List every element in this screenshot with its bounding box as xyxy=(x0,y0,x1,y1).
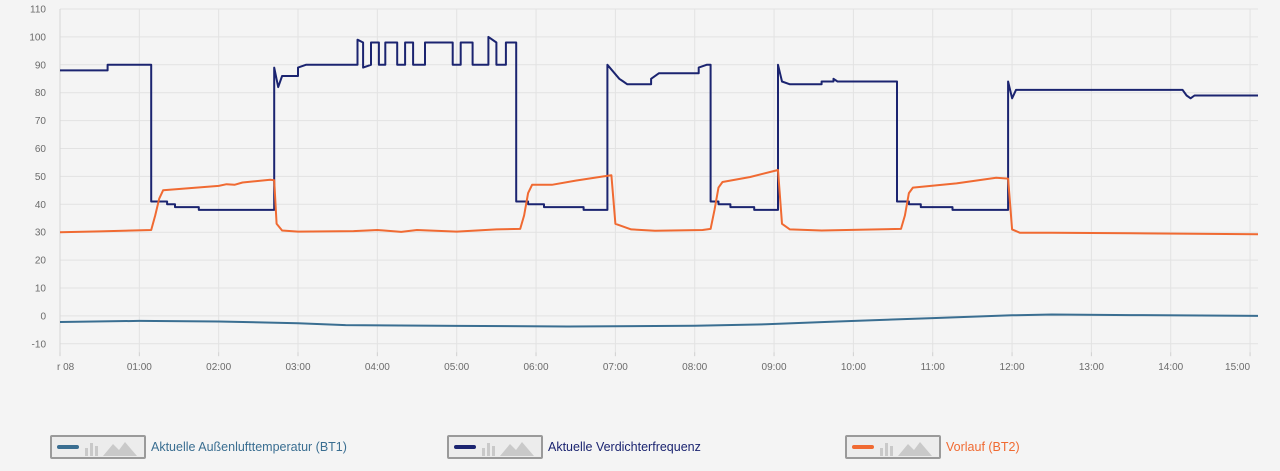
series-line xyxy=(59,169,1259,236)
x-tick-label: 03:00 xyxy=(285,362,310,373)
x-axis: r 08 01:00 02:00 03:00 04:00 05:00 06:00 07:00 0… xyxy=(57,352,1251,373)
chart-type-icon xyxy=(85,442,137,456)
chart-grid xyxy=(59,8,1258,353)
y-tick-label: 100 xyxy=(29,32,46,43)
series-lines xyxy=(59,35,1259,328)
x-tick-label: 04:00 xyxy=(365,362,390,373)
x-tick-label: 01:00 xyxy=(127,362,152,373)
series-line xyxy=(60,35,1258,211)
x-tick-label: 06:00 xyxy=(524,362,549,373)
y-tick-label: 50 xyxy=(35,172,47,183)
x-tick-label: 08:00 xyxy=(682,362,707,373)
y-tick-label: 60 xyxy=(35,144,47,155)
y-tick-label: 30 xyxy=(35,228,47,239)
chart-type-icon xyxy=(482,442,534,456)
y-tick-label: 20 xyxy=(35,256,47,267)
y-tick-label: 0 xyxy=(40,311,46,322)
y-tick-label: -10 xyxy=(32,339,47,350)
legend-toggle-box[interactable] xyxy=(447,435,543,459)
x-tick-label: 13:00 xyxy=(1079,362,1104,373)
x-tick-label: 11:00 xyxy=(921,362,946,373)
x-tick-label: 05:00 xyxy=(444,362,469,373)
y-tick-label: 10 xyxy=(35,284,47,295)
x-tick-label: 14:00 xyxy=(1158,362,1183,373)
legend-item-flow-temp[interactable]: Vorlauf (BT2) xyxy=(845,433,1020,461)
series-swatch-icon xyxy=(454,445,476,449)
legend-label: Aktuelle Verdichterfrequenz xyxy=(548,440,701,454)
x-tick-label: 15:00 xyxy=(1225,362,1250,373)
legend-label: Vorlauf (BT2) xyxy=(946,440,1020,454)
legend-item-compressor-frequency[interactable]: Aktuelle Verdichterfrequenz xyxy=(447,433,701,461)
y-tick-label: 70 xyxy=(35,116,47,127)
series-swatch-icon xyxy=(57,445,79,449)
legend-item-outdoor-temp[interactable]: Aktuelle Außenlufttemperatur (BT1) xyxy=(50,433,347,461)
x-tick-label: r 08 xyxy=(57,362,75,373)
x-tick-label: 09:00 xyxy=(762,362,787,373)
series-swatch-icon xyxy=(852,445,874,449)
x-tick-label: 02:00 xyxy=(206,362,231,373)
x-tick-label: 12:00 xyxy=(1000,362,1025,373)
y-tick-label: 40 xyxy=(35,200,47,211)
y-tick-label: 80 xyxy=(35,88,47,99)
legend-toggle-box[interactable] xyxy=(845,435,941,459)
legend-label: Aktuelle Außenlufttemperatur (BT1) xyxy=(151,440,347,454)
series-line xyxy=(59,313,1259,328)
legend-toggle-box[interactable] xyxy=(50,435,146,459)
x-tick-label: 10:00 xyxy=(841,362,866,373)
y-tick-label: 110 xyxy=(30,5,46,16)
chart-type-icon xyxy=(880,442,932,456)
y-tick-label: 90 xyxy=(35,60,47,71)
x-tick-label: 07:00 xyxy=(603,362,628,373)
